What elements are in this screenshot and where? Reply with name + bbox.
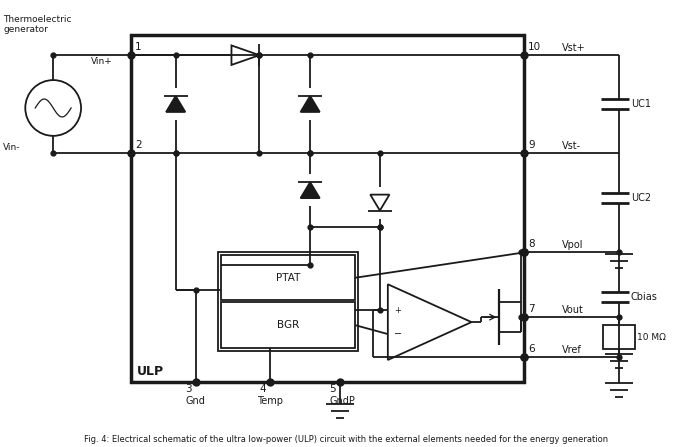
Text: UC1: UC1 [631,99,651,109]
Bar [220,255,355,300]
Bar [131,35,525,382]
Text: −: − [394,329,402,339]
Text: Gnd: Gnd [186,396,206,406]
Text: generator: generator [3,25,49,34]
Text: 10: 10 [528,42,541,52]
Text: +: + [394,306,401,315]
Text: 8: 8 [528,240,535,249]
Bar [218,253,358,351]
Text: 4: 4 [260,384,266,394]
Polygon shape [166,96,185,112]
Text: Vout: Vout [562,305,584,315]
Text: 1: 1 [135,42,141,52]
Polygon shape [301,96,319,112]
Text: ULP: ULP [137,365,164,378]
Text: Fig. 4: Electrical schematic of the ultra low-power (ULP) circuit with the exter: Fig. 4: Electrical schematic of the ultr… [84,434,608,444]
Text: 9: 9 [528,140,535,150]
Text: PTAT: PTAT [276,273,300,283]
Text: Temp: Temp [257,396,283,406]
Bar [220,302,355,348]
Text: Vst+: Vst+ [562,43,586,53]
Text: 6: 6 [528,344,535,354]
Text: Thermoelectric: Thermoelectric [3,15,72,24]
Text: 2: 2 [135,140,141,150]
Polygon shape [301,182,319,198]
Bar [603,325,635,349]
Text: UC2: UC2 [631,193,651,202]
Text: Vin-: Vin- [3,143,21,152]
Text: 5: 5 [329,384,336,394]
Text: 7: 7 [528,304,535,314]
Text: Vst-: Vst- [562,141,581,151]
Text: Cbias: Cbias [631,292,658,302]
Text: Vpol: Vpol [562,240,584,250]
Text: 10 MΩ: 10 MΩ [637,333,666,342]
Text: Vref: Vref [562,345,582,355]
Text: BGR: BGR [277,320,299,330]
Text: 3: 3 [185,384,192,394]
Text: Vin+: Vin+ [91,57,113,66]
Text: GndP: GndP [329,396,355,406]
